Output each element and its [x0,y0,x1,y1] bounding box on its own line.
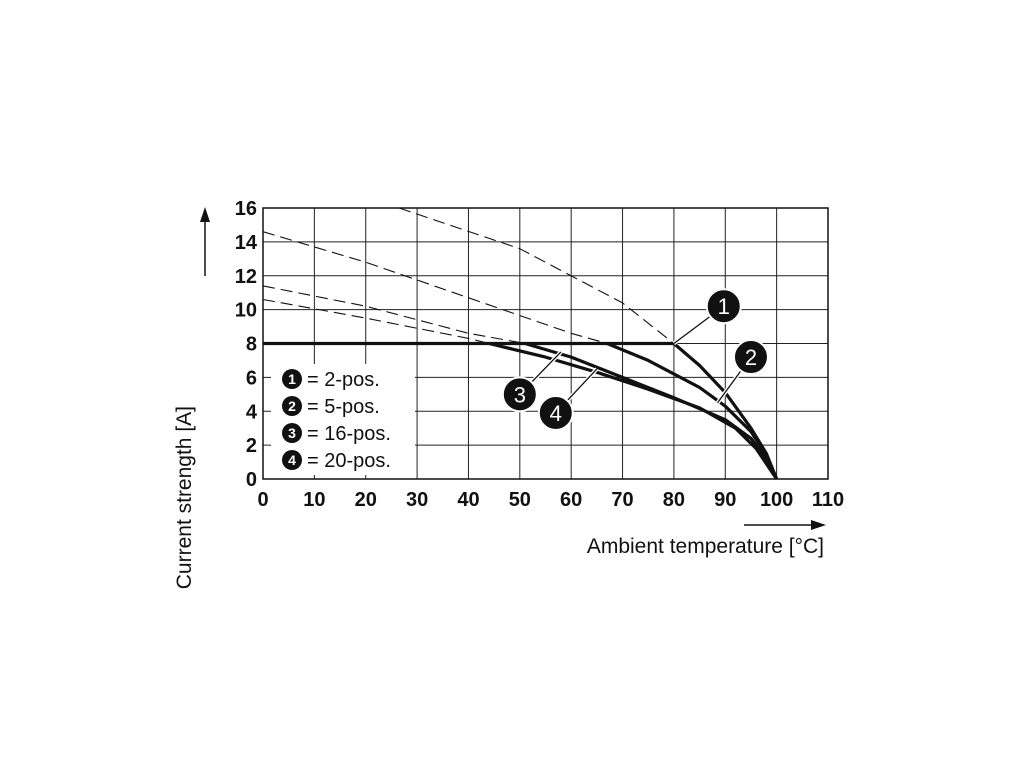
y-axis-title: Current strength [A] [173,406,196,589]
y-axis-arrow-head [200,207,210,222]
x-tick-label: 50 [509,489,531,511]
x-tick-label: 0 [257,489,268,511]
plot-border [262,207,829,480]
x-tick-label: 20 [355,489,377,511]
series-4-dashed [262,298,490,345]
callout-badge-2 [732,339,769,376]
plot-frame [262,207,829,480]
x-axis-arrow-head [811,520,826,530]
series-2-curve [606,342,779,480]
y-tick-label: 10 [235,300,257,322]
y-tick-label: 8 [246,334,257,356]
legend-marker-label: 3 [288,425,296,441]
y-tick-label: 0 [246,469,257,491]
x-tick-label: 100 [760,489,793,511]
legend-marker-4 [282,450,302,470]
series-1-dashed [398,207,675,344]
callout-badge-label: 3 [514,382,526,407]
x-tick-label: 40 [457,489,479,511]
y-tick-label: 14 [235,232,258,254]
x-tick-label: 10 [303,489,325,511]
legend-marker-label: 4 [288,452,296,468]
callout-badge-3 [501,376,538,413]
y-tick-label: 2 [246,435,257,457]
legend: 1 = 2-pos. 2 = 5-pos. 3 = 16-pos. 4 = 20-pos. [271,364,415,475]
y-tick-label: 6 [246,367,257,389]
x-tick-label: 30 [406,489,428,511]
legend-item-label: = 5-pos. [307,396,380,418]
callouts: 1 2 34 [501,288,769,431]
legend-item-label: = 16-pos. [307,423,391,445]
x-tick-label: 60 [560,489,582,511]
legend-marker-label: 2 [288,398,296,414]
legend-marker-1 [282,369,302,389]
y-tick-label: 12 [235,266,257,288]
series-3-dashed [262,285,526,345]
x-tick-label: 70 [611,489,633,511]
callout-badge-1 [705,288,742,325]
x-tick-label: 90 [714,489,736,511]
legend-item-label: = 2-pos. [307,369,380,391]
x-axis-title: Ambient temperature [°C] [587,535,824,558]
x-tick-label: 110 [812,489,844,511]
callout-badge-label: 2 [745,345,757,370]
legend-marker-3 [282,423,302,443]
x-tick-label: 80 [663,489,685,511]
y-tick-label: 4 [246,401,258,423]
y-tick-label: 16 [235,198,257,220]
legend-marker-label: 1 [288,371,296,387]
dashed-extensions [262,207,675,345]
callout-badge-label: 4 [550,401,562,426]
legend-item-label: = 20-pos. [307,450,391,472]
callout-badge-label: 1 [718,294,730,319]
legend-marker-2 [282,396,302,416]
callout-badge-4 [537,394,574,431]
